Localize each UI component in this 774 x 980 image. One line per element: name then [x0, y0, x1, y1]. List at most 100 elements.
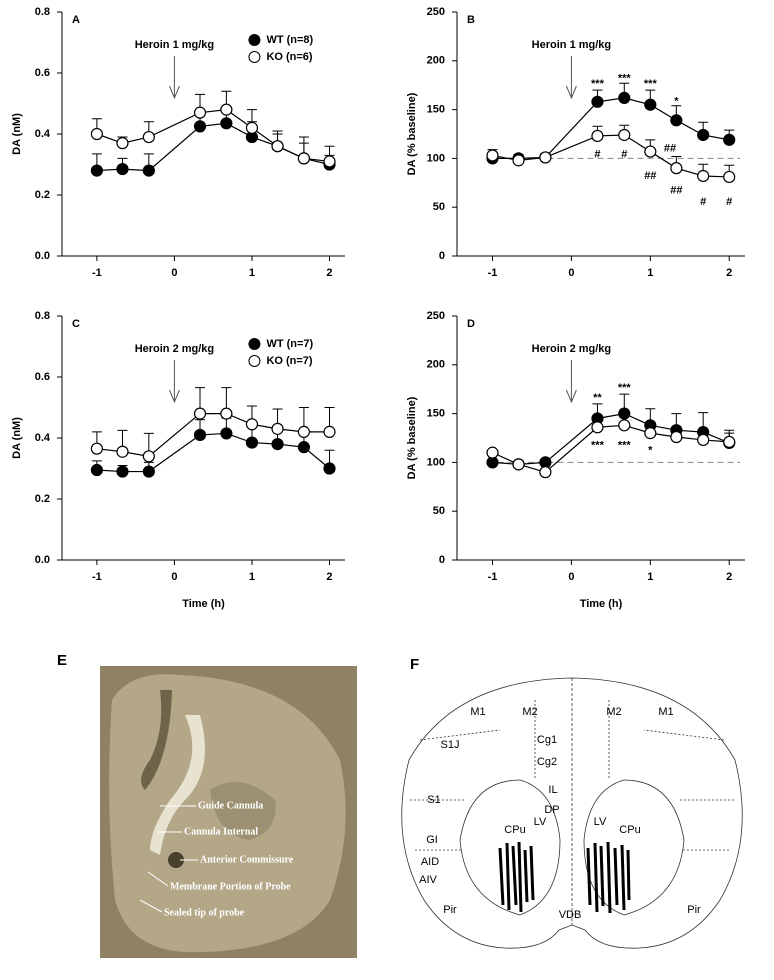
- y-tick-label: 50: [433, 201, 445, 213]
- series-line: [96, 122, 330, 172]
- marker: [297, 152, 311, 165]
- x-tick-label: 1: [249, 571, 255, 583]
- marker: [670, 114, 683, 127]
- x-tick-label: -1: [488, 571, 498, 583]
- y-tick-label: 100: [427, 152, 445, 164]
- marker: [723, 170, 736, 184]
- marker: [323, 425, 336, 438]
- series-line: [492, 134, 730, 178]
- x-tick-label: 0: [171, 267, 177, 279]
- panel-label: F: [410, 656, 419, 673]
- y-tick-label: 0.0: [35, 250, 50, 262]
- region-label: LV: [594, 816, 607, 828]
- marker: [697, 169, 710, 183]
- x-tick-label: 1: [647, 571, 653, 583]
- x-tick-label: 1: [647, 267, 653, 279]
- significance-mark: **: [593, 392, 602, 404]
- marker: [591, 129, 604, 143]
- marker: [591, 421, 604, 434]
- y-axis-label: DA (nM): [11, 417, 23, 459]
- marker: [90, 164, 103, 177]
- significance-mark: ***: [618, 440, 632, 452]
- marker: [220, 117, 233, 130]
- y-tick-label: 250: [427, 6, 445, 18]
- marker: [90, 127, 103, 141]
- arrow: [168, 360, 180, 404]
- marker: [644, 145, 657, 158]
- x-tick-label: 2: [726, 267, 732, 279]
- marker: [271, 140, 284, 153]
- x-tick-label: 2: [326, 267, 332, 279]
- y-tick-label: 0.4: [35, 128, 51, 140]
- marker: [697, 128, 710, 142]
- marker: [486, 446, 499, 459]
- histology-image: [100, 666, 357, 958]
- marker: [271, 438, 284, 451]
- significance-mark: #: [700, 196, 706, 208]
- marker: [193, 428, 207, 442]
- panel-label: A: [72, 14, 80, 26]
- panel-label: C: [72, 318, 80, 330]
- marker: [90, 463, 103, 477]
- significance-mark: ***: [618, 72, 632, 84]
- series-line: [492, 424, 730, 473]
- y-tick-label: 0.6: [35, 67, 50, 79]
- region-label: LV: [534, 816, 547, 828]
- marker: [644, 98, 657, 111]
- region-label: M2: [606, 706, 621, 718]
- marker: [90, 442, 103, 455]
- marker: [220, 407, 233, 420]
- series-line: [96, 432, 330, 473]
- marker: [245, 121, 259, 135]
- y-tick-label: 150: [427, 104, 445, 116]
- panel-label: B: [467, 14, 475, 26]
- marker: [142, 450, 155, 463]
- y-tick-label: 0.4: [35, 432, 51, 444]
- marker: [220, 427, 233, 440]
- marker: [142, 130, 155, 144]
- region-label: DP: [544, 804, 559, 816]
- y-tick-label: 100: [427, 456, 445, 468]
- x-tick-label: 2: [726, 571, 732, 583]
- x-tick-label: 0: [171, 571, 177, 583]
- y-tick-label: 50: [433, 505, 445, 517]
- y-tick-label: 0.8: [35, 310, 50, 322]
- legend-marker: [248, 34, 261, 46]
- y-axis-label: DA (nM): [11, 113, 23, 155]
- arrow: [168, 56, 180, 100]
- marker: [486, 149, 499, 162]
- significance-mark: ***: [591, 78, 605, 90]
- series-line: [492, 97, 730, 159]
- marker: [116, 162, 129, 176]
- marker: [670, 430, 683, 444]
- region-label: Pir: [443, 904, 457, 916]
- y-tick-label: 250: [427, 310, 445, 322]
- marker: [245, 436, 259, 449]
- x-axis-label: Time (h): [182, 598, 225, 610]
- region-label: CPu: [619, 824, 640, 836]
- region-label: M2: [522, 706, 537, 718]
- region-label: M1: [470, 706, 485, 718]
- marker: [220, 103, 233, 116]
- image-label: Guide Cannula: [198, 800, 263, 811]
- legend-marker: [248, 338, 261, 350]
- arrow-label: Heroin 1 mg/kg: [532, 39, 611, 51]
- y-tick-label: 0.6: [35, 371, 50, 383]
- marker: [723, 133, 736, 146]
- x-tick-label: -1: [92, 571, 102, 583]
- marker: [512, 154, 525, 167]
- marker: [723, 435, 736, 449]
- x-tick-label: 0: [568, 571, 574, 583]
- y-axis-label: DA (% baseline): [406, 396, 418, 479]
- marker: [297, 425, 311, 438]
- marker: [618, 128, 631, 142]
- marker: [142, 465, 155, 478]
- significance-mark: ##: [644, 170, 656, 182]
- region-label: Cg2: [537, 756, 557, 768]
- marker: [193, 407, 207, 420]
- significance-mark: ***: [618, 382, 632, 394]
- marker: [618, 407, 631, 420]
- arrow-label: Heroin 1 mg/kg: [135, 39, 214, 51]
- series-line: [96, 108, 330, 163]
